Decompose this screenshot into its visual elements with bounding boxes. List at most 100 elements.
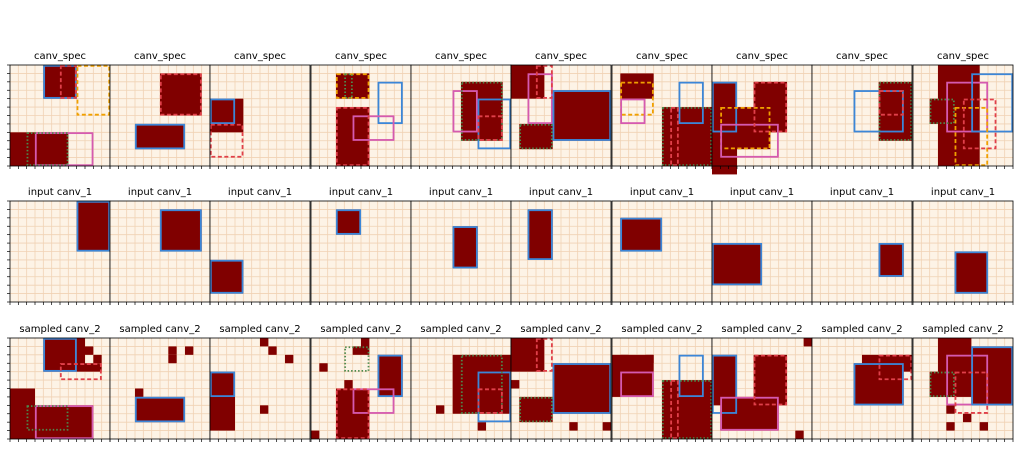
grid-panel (912, 337, 1014, 442)
panel-title: sampled canv_2 (420, 324, 501, 335)
filled-cell-block (946, 422, 955, 431)
filled-cell-block (620, 73, 654, 99)
filled-cell-block (344, 380, 353, 389)
filled-cell-block (168, 346, 177, 355)
grid-panel (7, 337, 111, 442)
blue-solid-bounding-box (711, 242, 763, 286)
green-dotted-bounding-box (929, 371, 955, 398)
blue-solid-bounding-box (678, 81, 704, 125)
filled-cell-block (511, 380, 520, 389)
grid-panel (510, 200, 612, 305)
orange-dashed-bounding-box (954, 106, 989, 167)
filled-cell-block (160, 209, 202, 252)
panel-title: sampled canv_2 (621, 324, 702, 335)
panel-title: canv_spec (736, 51, 788, 62)
filled-cell-block (929, 371, 955, 397)
filled-cell-block (210, 98, 244, 133)
blue-solid-bounding-box (971, 346, 1014, 406)
pink-solid-bounding-box (720, 123, 779, 158)
red-dashed-bounding-box (159, 73, 202, 116)
blue-solid-bounding-box (878, 242, 904, 277)
filled-cell-block (85, 363, 102, 372)
filled-cell-block (795, 430, 804, 439)
filled-cell-block (979, 422, 988, 431)
grid-panel (711, 200, 813, 305)
filled-cell-block (10, 422, 19, 431)
panel-title: canv_spec (134, 51, 186, 62)
red-dashed-bounding-box (753, 81, 788, 133)
red-dashed-bounding-box (670, 379, 679, 440)
panel-title: input canv_1 (630, 187, 694, 198)
filled-cell-block (552, 363, 611, 414)
filled-cell-block (519, 396, 553, 423)
blue-solid-bounding-box (377, 354, 403, 398)
filled-cell-block (185, 346, 194, 355)
grid-panel (410, 200, 512, 305)
green-dotted-bounding-box (344, 73, 353, 99)
green-dotted-bounding-box (661, 106, 713, 167)
panel-title: input canv_1 (228, 187, 292, 198)
red-dashed-bounding-box (335, 388, 370, 440)
panel-title: input canv_1 (730, 187, 794, 198)
filled-cell-block (620, 217, 662, 252)
filled-cell-block (552, 90, 611, 141)
blue-solid-bounding-box (552, 90, 612, 141)
grid-panel (711, 337, 813, 442)
pink-solid-bounding-box (620, 371, 654, 398)
panel-title: input canv_1 (529, 187, 593, 198)
pink-solid-bounding-box (352, 115, 395, 141)
panel-title: sampled canv_2 (520, 324, 601, 335)
grid-panel (611, 200, 713, 305)
blue-solid-bounding-box (134, 123, 186, 150)
filled-cell-block (361, 338, 370, 355)
filled-cell-block (135, 396, 185, 423)
grid-panel (611, 337, 713, 442)
filled-cell-block (662, 107, 712, 166)
red-dashed-bounding-box (59, 363, 102, 381)
blue-solid-bounding-box (711, 354, 738, 414)
filled-cell-block (160, 73, 202, 116)
orange-dashed-bounding-box (335, 73, 370, 99)
grid-panel (811, 200, 913, 305)
blue-solid-bounding-box (209, 98, 236, 125)
panel-title: sampled canv_2 (721, 324, 802, 335)
orange-dashed-bounding-box (76, 64, 111, 116)
panel-title: canv_spec (435, 51, 487, 62)
filled-cell-block (135, 123, 185, 150)
filled-cell-block (85, 346, 94, 355)
grid-panel (7, 64, 111, 169)
filled-cell-block (43, 338, 77, 372)
green-dotted-bounding-box (26, 405, 69, 431)
panel-title: sampled canv_2 (19, 324, 100, 335)
grid-panel (310, 200, 412, 305)
green-dotted-bounding-box (26, 132, 69, 167)
red-dashed-bounding-box (878, 90, 904, 116)
blue-solid-bounding-box (76, 200, 111, 252)
filled-cell-block (336, 209, 361, 235)
grid-panel (811, 64, 913, 169)
filled-cell-block (377, 354, 403, 397)
blue-solid-bounding-box (552, 363, 612, 414)
grid-panel (912, 64, 1014, 169)
filled-cell-block (85, 430, 94, 439)
filled-cell-block (954, 251, 988, 294)
red-dashed-bounding-box (535, 64, 553, 99)
filled-cell-block (602, 422, 611, 431)
filled-cell-block (352, 346, 361, 355)
filled-cell-block (620, 354, 629, 364)
red-dashed-bounding-box (477, 388, 503, 414)
filled-cell-block (569, 422, 578, 431)
red-dashed-bounding-box (878, 354, 913, 381)
blue-solid-bounding-box (527, 209, 553, 261)
panel-title: canv_spec (535, 51, 587, 62)
red-dashed-bounding-box (753, 354, 788, 406)
panel-title: canv_spec (937, 51, 989, 62)
green-dotted-bounding-box (519, 123, 553, 150)
filled-cell-block (35, 405, 94, 439)
filled-cell-block (511, 338, 545, 372)
grid-panel (209, 337, 311, 442)
filled-cell-block (477, 422, 486, 431)
filled-cell-block (135, 388, 144, 397)
grid-panel (209, 64, 311, 169)
